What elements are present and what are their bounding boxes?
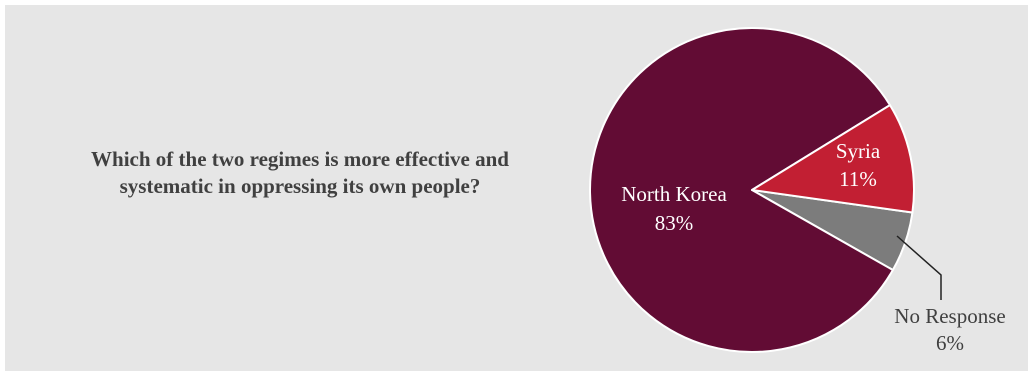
label-syria-name: Syria [836, 139, 881, 163]
label-north-korea-name: North Korea [621, 182, 727, 206]
pie-slice-north-korea [589, 27, 894, 353]
question-line-2: systematic in oppressing its own people? [119, 174, 481, 198]
label-no-response-name: No Response [894, 304, 1005, 328]
label-syria-value: 11% [839, 167, 877, 191]
question-line-1: Which of the two regimes is more effecti… [91, 147, 509, 171]
no-response-leader-line [896, 235, 942, 300]
label-no-response-value: 6% [936, 331, 964, 355]
question-text: Which of the two regimes is more effecti… [40, 146, 560, 200]
label-north-korea-value: 83% [655, 211, 694, 235]
pie-slice-syria [751, 104, 915, 214]
